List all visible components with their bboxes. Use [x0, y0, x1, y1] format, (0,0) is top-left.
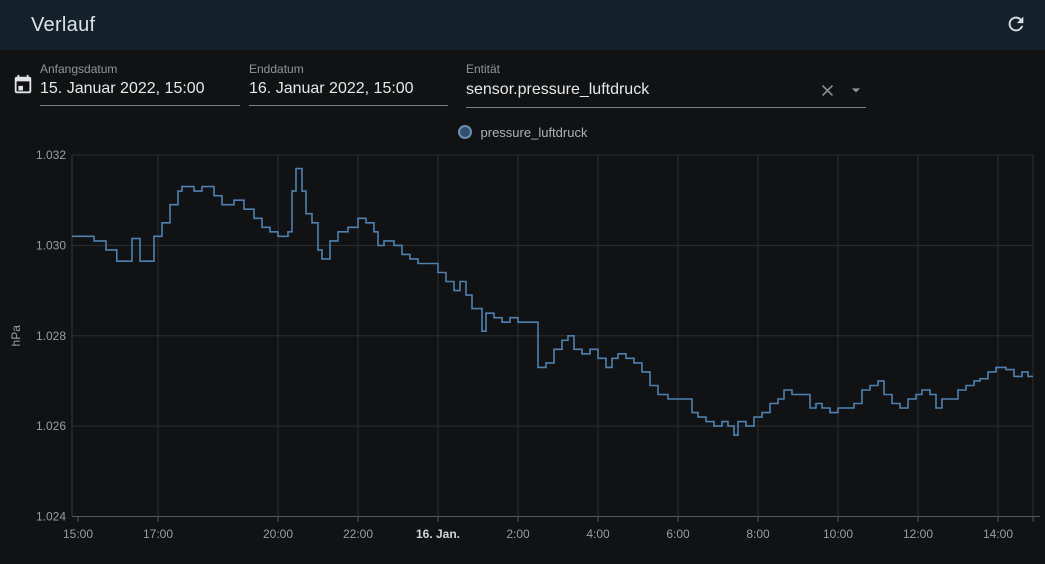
x-tick-label: 4:00	[586, 527, 610, 541]
x-tick-label: 20:00	[263, 527, 293, 541]
caret-down-icon	[837, 88, 866, 103]
legend-item-pressure-luftdruck[interactable]: pressure_luftdruck	[457, 124, 588, 140]
chart-legend: pressure_luftdruck	[0, 122, 1045, 142]
x-tick-label: 22:00	[343, 527, 373, 541]
entity-clear-button[interactable]	[818, 81, 837, 100]
x-tick-label: 17:00	[143, 527, 173, 541]
app-bar: Verlauf	[0, 0, 1045, 50]
y-tick-label: 1.026	[36, 419, 66, 433]
x-tick-label: 12:00	[903, 527, 933, 541]
end-date-value: 16. Januar 2022, 15:00	[249, 80, 414, 97]
legend-label: pressure_luftdruck	[480, 124, 588, 140]
entity-value: sensor.pressure_luftdruck	[466, 81, 650, 98]
y-axis-title: hPa	[9, 325, 23, 347]
entity-dropdown-button[interactable]	[837, 80, 866, 100]
x-tick-label: 14:00	[983, 527, 1013, 541]
y-tick-label: 1.028	[36, 329, 66, 343]
x-tick-label: 2:00	[506, 527, 530, 541]
x-tick-label: 16. Jan.	[416, 527, 460, 541]
legend-marker	[457, 125, 472, 139]
end-date-input[interactable]: 16. Januar 2022, 15:00	[249, 76, 448, 106]
x-tick-label: 8:00	[746, 527, 770, 541]
history-controls: Anfangsdatum 15. Januar 2022, 15:00 Endd…	[0, 62, 1045, 110]
y-tick-label: 1.032	[36, 148, 66, 162]
refresh-button[interactable]	[1004, 13, 1028, 37]
start-date-input[interactable]: 15. Januar 2022, 15:00	[40, 76, 240, 106]
x-tick-label: 15:00	[63, 527, 93, 541]
x-tick-label: 10:00	[823, 527, 853, 541]
calendar-icon	[12, 74, 34, 96]
start-date-field: Anfangsdatum 15. Januar 2022, 15:00	[40, 62, 240, 106]
page-title: Verlauf	[31, 13, 96, 36]
close-icon	[818, 84, 837, 103]
refresh-icon	[1005, 16, 1027, 38]
start-date-label: Anfangsdatum	[40, 62, 118, 76]
end-date-field: Enddatum 16. Januar 2022, 15:00	[249, 62, 448, 106]
x-tick-label: 6:00	[666, 527, 690, 541]
y-tick-label: 1.024	[36, 510, 66, 524]
entity-input[interactable]: sensor.pressure_luftdruck	[466, 76, 866, 108]
y-tick-label: 1.030	[36, 238, 66, 252]
end-date-label: Enddatum	[249, 62, 304, 76]
series-line-pressure_luftdruck	[72, 167, 1033, 436]
entity-field: Entität sensor.pressure_luftdruck	[466, 62, 866, 108]
entity-label: Entität	[466, 62, 501, 76]
start-date-value: 15. Januar 2022, 15:00	[40, 80, 205, 97]
